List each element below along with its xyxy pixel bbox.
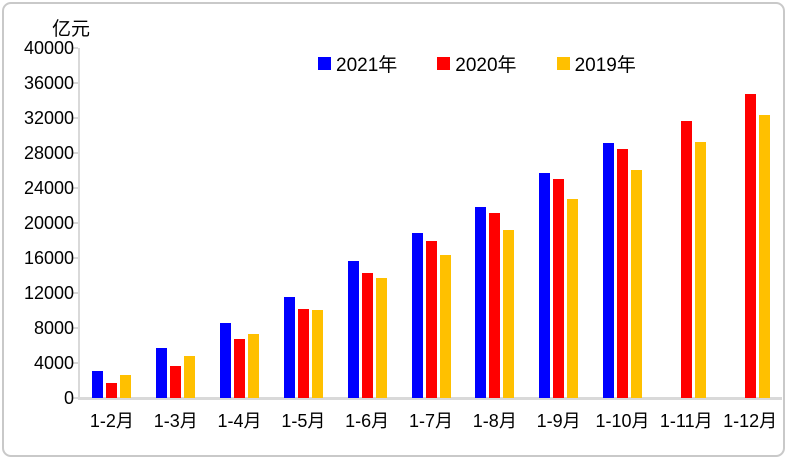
bar-2019年-1-10月 bbox=[630, 169, 642, 398]
legend-label: 2019年 bbox=[574, 55, 636, 76]
bar-2021年-1-10月 bbox=[602, 143, 614, 398]
legend-label: 2020年 bbox=[455, 55, 517, 76]
x-axis-label: 1-5月 bbox=[281, 411, 326, 431]
bar-2021年-1-4月 bbox=[220, 322, 232, 398]
x-axis-label: 1-10月 bbox=[595, 411, 650, 431]
y-axis-tick bbox=[72, 47, 78, 49]
y-axis-tick bbox=[72, 257, 78, 259]
x-axis-label: 1-9月 bbox=[536, 411, 581, 431]
y-axis-tick bbox=[72, 327, 78, 329]
y-axis-tick-label: 12000 bbox=[23, 283, 74, 303]
y-axis-tick bbox=[72, 397, 78, 399]
bar-2019年-1-6月 bbox=[375, 278, 387, 398]
bar-2021年-1-7月 bbox=[411, 232, 423, 398]
x-axis-label: 1-2月 bbox=[89, 411, 134, 431]
bar-2020年-1-7月 bbox=[425, 241, 437, 398]
bar-2021年-1-6月 bbox=[347, 260, 359, 398]
y-axis-tick bbox=[72, 117, 78, 119]
bar-2021年-1-5月 bbox=[283, 296, 295, 398]
y-axis-tick bbox=[72, 82, 78, 84]
legend-swatch-icon bbox=[556, 57, 570, 70]
x-axis-label: 1-3月 bbox=[153, 411, 198, 431]
legend-item-2020年: 2020年 bbox=[437, 50, 517, 77]
legend-swatch-icon bbox=[318, 57, 331, 70]
y-axis-tick-label: 32000 bbox=[23, 108, 74, 128]
y-axis-tick-label: 0 bbox=[63, 388, 74, 408]
legend-swatch-icon bbox=[437, 57, 451, 70]
y-axis-tick bbox=[72, 152, 78, 154]
x-axis-label: 1-11月 bbox=[659, 411, 713, 431]
bar-2019年-1-5月 bbox=[311, 309, 323, 398]
y-axis-tick-label: 8000 bbox=[33, 318, 74, 338]
y-axis-tick-label: 36000 bbox=[23, 73, 74, 93]
bar-2019年-1-8月 bbox=[503, 230, 515, 398]
bar-2021年-1-9月 bbox=[539, 173, 551, 398]
y-axis-tick bbox=[72, 292, 78, 294]
bar-2021年-1-3月 bbox=[156, 348, 168, 398]
legend: 2021年 2020年 2019年 bbox=[318, 50, 636, 77]
y-axis-tick bbox=[72, 222, 78, 224]
y-axis-tick-label: 40000 bbox=[23, 38, 74, 58]
y-axis-tick-label: 4000 bbox=[33, 353, 74, 373]
bar-2020年-1-12月 bbox=[744, 93, 756, 398]
y-axis-tick-label: 16000 bbox=[23, 248, 74, 268]
y-axis-tick bbox=[72, 362, 78, 364]
bar-2019年-1-2月 bbox=[120, 374, 132, 398]
bar-2020年-1-5月 bbox=[297, 308, 309, 398]
bar-2019年-1-7月 bbox=[439, 254, 451, 398]
bar-2021年-1-8月 bbox=[475, 207, 487, 398]
bar-2019年-1-4月 bbox=[248, 333, 260, 398]
bar-2020年-1-2月 bbox=[106, 382, 118, 398]
bar-2020年-1-9月 bbox=[553, 179, 565, 398]
x-axis-label: 1-8月 bbox=[472, 411, 517, 431]
bar-2021年-1-2月 bbox=[92, 370, 104, 398]
bar-2019年-1-9月 bbox=[567, 198, 579, 398]
bar-2020年-1-6月 bbox=[361, 272, 373, 398]
legend-label: 2021年 bbox=[336, 55, 398, 76]
y-axis-unit-label: 亿元 bbox=[52, 19, 91, 40]
bar-2020年-1-4月 bbox=[234, 338, 246, 398]
y-axis-line bbox=[78, 48, 80, 400]
bar-2019年-1-11月 bbox=[694, 141, 706, 398]
y-axis-tick bbox=[72, 187, 78, 189]
legend-item-2019年: 2019年 bbox=[556, 50, 636, 77]
y-axis-tick-label: 20000 bbox=[23, 213, 74, 233]
bar-2020年-1-3月 bbox=[170, 365, 182, 398]
x-axis-label: 1-6月 bbox=[345, 411, 390, 431]
bar-2020年-1-8月 bbox=[489, 213, 501, 398]
x-axis-label: 1-12月 bbox=[723, 411, 778, 431]
y-axis-tick-label: 24000 bbox=[23, 178, 74, 198]
x-axis-label: 1-4月 bbox=[217, 411, 262, 431]
bar-2019年-1-3月 bbox=[184, 355, 196, 398]
y-axis-tick-label: 28000 bbox=[23, 143, 74, 163]
bar-2020年-1-11月 bbox=[680, 120, 692, 398]
bar-2019年-1-12月 bbox=[758, 114, 770, 398]
x-axis-label: 1-7月 bbox=[408, 411, 453, 431]
legend-item-2021年: 2021年 bbox=[318, 50, 397, 77]
x-axis-line bbox=[78, 397, 782, 400]
bar-2020年-1-10月 bbox=[616, 148, 628, 398]
